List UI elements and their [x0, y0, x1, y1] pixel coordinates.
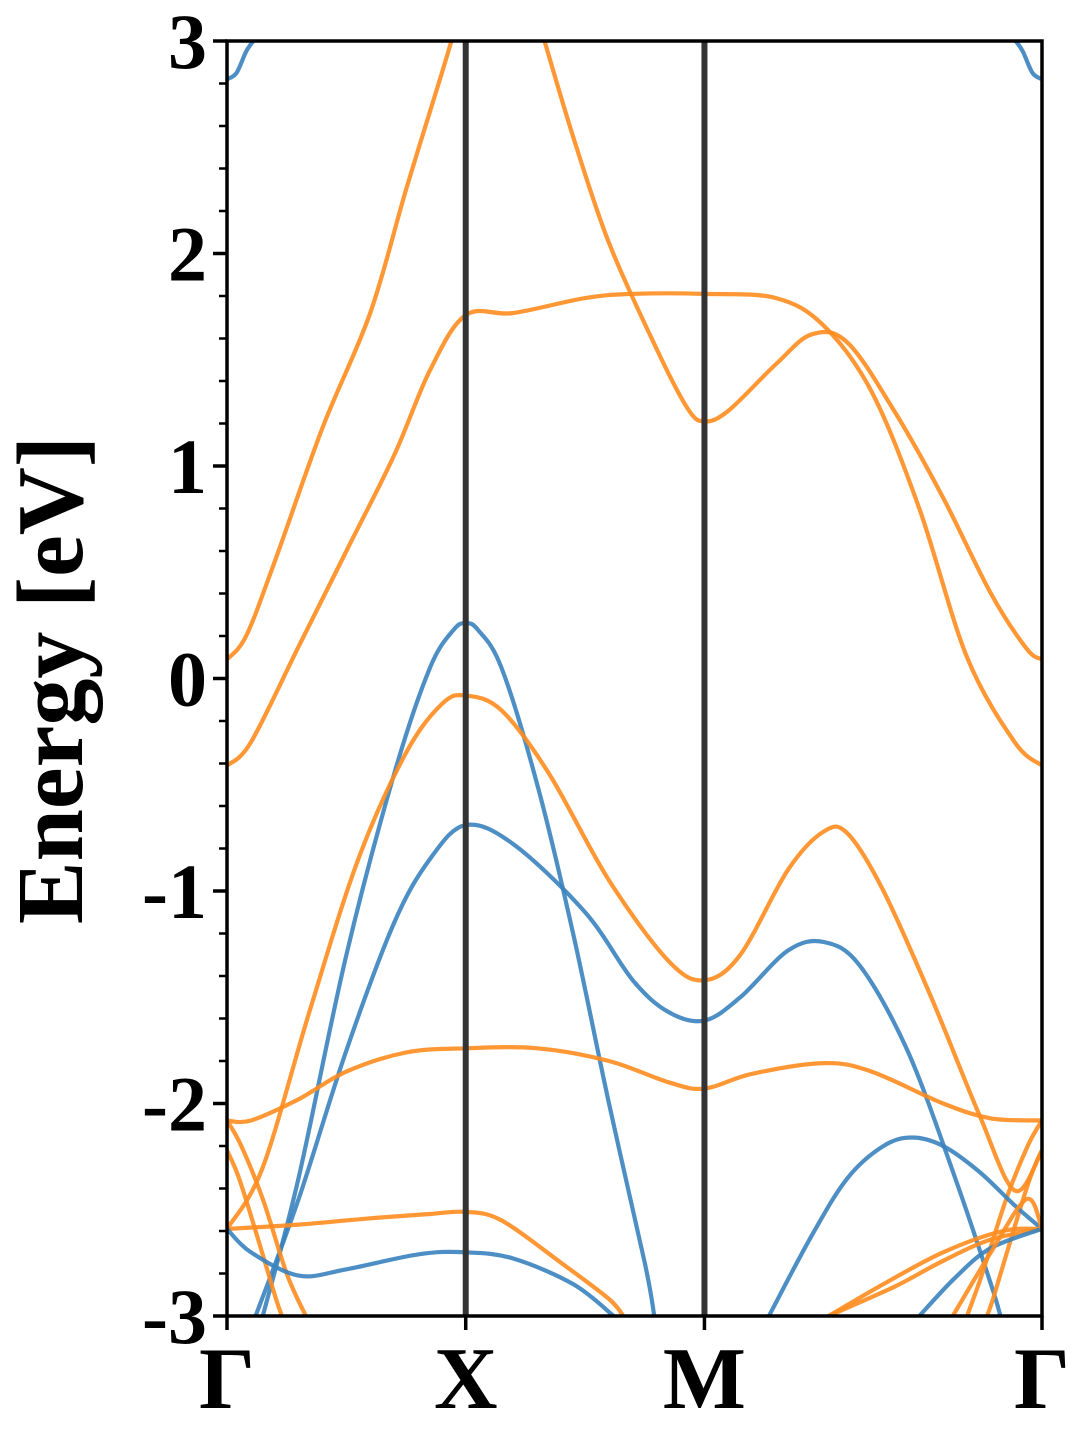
- x-tick-label: X: [434, 1331, 498, 1428]
- y-tick-label: 3: [168, 0, 207, 85]
- band-line-orange-18: [826, 1226, 1042, 1316]
- band-line-orange-4: [542, 41, 1042, 662]
- x-tick-label: Γ: [199, 1331, 255, 1428]
- band-line-blue-19: [917, 1226, 1042, 1316]
- high-symmetry-lines: [462, 41, 708, 1316]
- band-line-orange-8: [227, 692, 1042, 1231]
- y-tick-label: -1: [142, 848, 207, 935]
- y-tick-label: -3: [142, 1273, 207, 1360]
- band-line-orange-17: [826, 1226, 1042, 1316]
- band-line-orange-14: [227, 1209, 626, 1316]
- band-lines: [227, 41, 1042, 1316]
- y-tick-label: 1: [168, 423, 207, 510]
- band-line-blue-15: [227, 1226, 616, 1316]
- band-line-orange-10: [227, 1118, 308, 1316]
- band-line-blue-16: [766, 1135, 1042, 1316]
- plot-frame: [225, 39, 1044, 1318]
- y-tick-label: -2: [142, 1061, 207, 1148]
- y-axis-ticks: -3 -2 -1 0 1 2 3: [142, 0, 227, 1360]
- y-tick-label: 0: [168, 636, 207, 723]
- x-tick-label: M: [663, 1331, 746, 1428]
- band-line-orange-5: [227, 291, 1042, 768]
- band-line-blue-2: [1013, 41, 1042, 82]
- y-axis-label: Energy [eV]: [0, 436, 103, 924]
- band-line-blue-6: [260, 621, 657, 1316]
- band-line-blue-7: [253, 822, 1003, 1316]
- y-tick-label: 2: [168, 211, 207, 298]
- band-line-orange-3: [227, 41, 454, 662]
- x-tick-label: Γ: [1014, 1331, 1070, 1428]
- band-line-orange-9: [227, 1045, 1042, 1125]
- band-line-orange-11: [227, 1148, 284, 1316]
- band-line-blue-1: [227, 41, 256, 82]
- band-line-orange-20: [950, 1196, 1042, 1316]
